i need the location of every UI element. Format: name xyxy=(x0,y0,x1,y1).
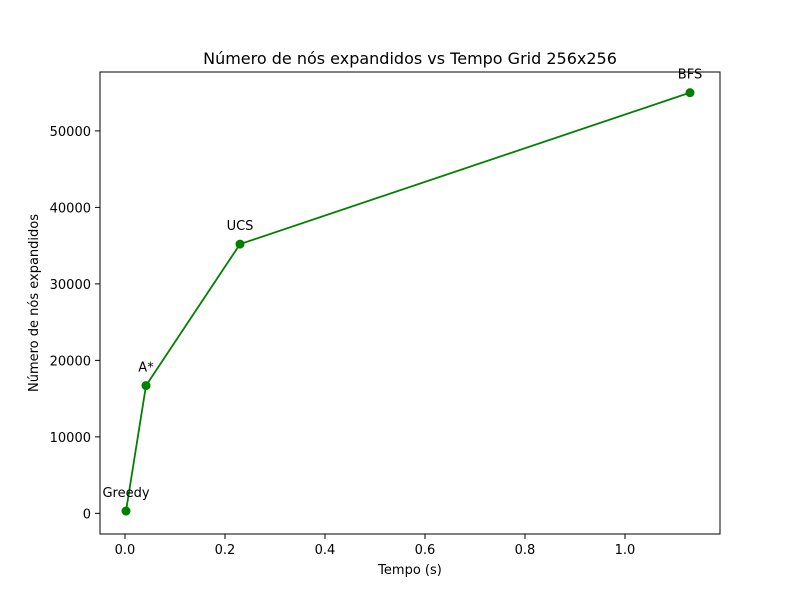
x-axis-ticks: 0.0 0.2 0.4 0.6 0.8 1.0 xyxy=(115,534,636,558)
point-label: UCS xyxy=(227,219,254,234)
y-tick-label: 10000 xyxy=(50,431,91,446)
y-tick-label: 50000 xyxy=(50,125,91,140)
point-label: BFS xyxy=(678,68,702,83)
x-tick-label: 1.0 xyxy=(615,543,636,558)
chart-title: Número de nós expandidos vs Tempo Grid 2… xyxy=(203,49,617,68)
x-tick-label: 0.6 xyxy=(415,543,436,558)
y-tick-label: 30000 xyxy=(50,278,91,293)
data-point xyxy=(121,506,131,516)
series-line-group: Greedy A* UCS BFS xyxy=(102,68,702,516)
data-point xyxy=(235,239,245,249)
data-point xyxy=(141,381,151,391)
x-axis-label: Tempo (s) xyxy=(377,563,442,578)
x-tick-label: 0.0 xyxy=(115,543,136,558)
x-tick-label: 0.8 xyxy=(515,543,536,558)
point-label: A* xyxy=(138,361,154,376)
plot-frame xyxy=(99,71,721,535)
y-axis-label: Número de nós expandidos xyxy=(27,214,42,392)
y-tick-label: 0 xyxy=(83,507,91,522)
series-line xyxy=(125,91,691,512)
y-tick-label: 40000 xyxy=(50,201,91,216)
y-axis-ticks: 0 10000 20000 30000 40000 50000 xyxy=(50,125,100,522)
x-tick-label: 0.2 xyxy=(215,543,236,558)
data-point xyxy=(685,88,695,98)
y-tick-label: 20000 xyxy=(50,354,91,369)
point-label: Greedy xyxy=(102,486,149,501)
x-tick-label: 0.4 xyxy=(315,543,336,558)
